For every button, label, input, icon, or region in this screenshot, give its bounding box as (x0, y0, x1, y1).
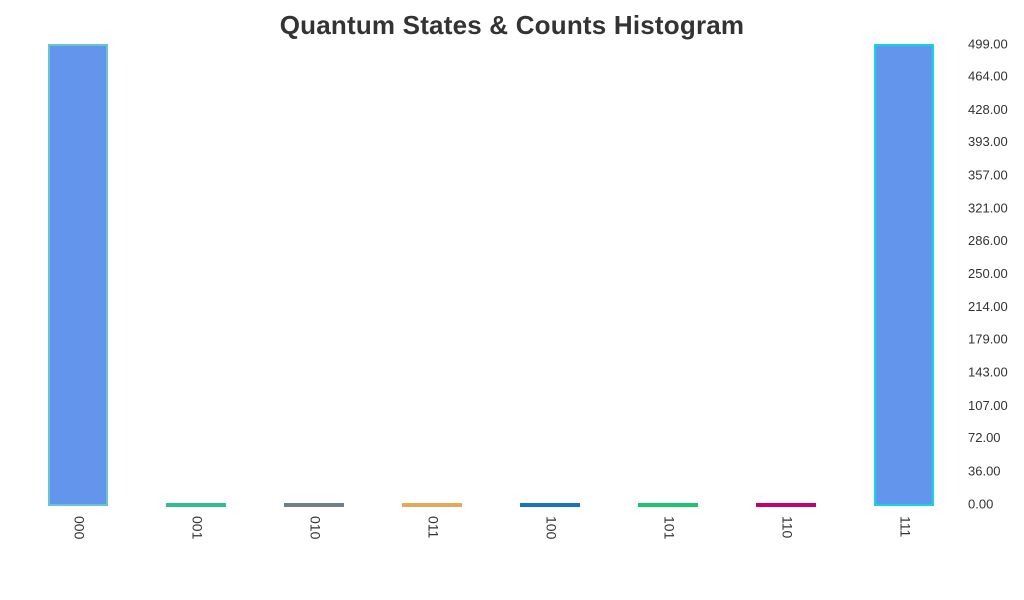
y-tick-label: 428.00 (968, 102, 1008, 117)
y-tick-label: 393.00 (968, 134, 1008, 149)
category-label-101: 101 (661, 516, 677, 540)
y-tick-label: 286.00 (968, 233, 1008, 248)
category-label-011: 011 (425, 516, 441, 539)
bar-011 (402, 503, 462, 507)
category-label-100: 100 (543, 516, 559, 540)
y-tick-label: 214.00 (968, 299, 1008, 314)
bar-001 (166, 503, 226, 507)
y-tick-label: 499.00 (968, 36, 1008, 51)
chart-title: Quantum States & Counts Histogram (279, 10, 745, 40)
bar-110 (756, 503, 816, 507)
category-label-010: 010 (307, 516, 323, 540)
y-tick-label: 36.00 (968, 463, 1001, 478)
bar-000 (48, 44, 108, 506)
y-tick-label: 179.00 (968, 331, 1008, 346)
y-tick-label: 72.00 (968, 430, 1001, 445)
bar-111 (874, 44, 934, 506)
y-tick-label: 0.00 (968, 496, 993, 511)
category-label-111: 111 (897, 516, 913, 537)
y-tick-label: 464.00 (968, 69, 1008, 84)
y-tick-label: 357.00 (968, 167, 1008, 182)
category-label-001: 001 (189, 516, 205, 540)
y-tick-label: 143.00 (968, 365, 1008, 380)
bar-101 (638, 503, 698, 507)
y-tick-label: 107.00 (968, 398, 1008, 413)
bar-010 (284, 503, 344, 507)
category-label-000: 000 (71, 516, 87, 540)
category-label-110: 110 (779, 516, 795, 539)
y-tick-label: 250.00 (968, 266, 1008, 281)
bar-100 (520, 503, 580, 507)
y-tick-label: 321.00 (968, 201, 1008, 216)
